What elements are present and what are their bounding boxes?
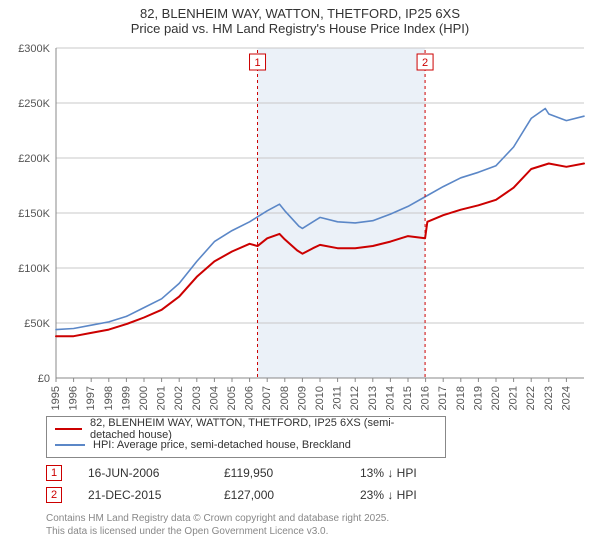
svg-text:2017: 2017 bbox=[437, 386, 449, 410]
svg-text:2024: 2024 bbox=[560, 386, 572, 410]
title-line-2: Price paid vs. HM Land Registry's House … bbox=[8, 21, 592, 36]
svg-text:2007: 2007 bbox=[261, 386, 273, 410]
footer-line-1: Contains HM Land Registry data © Crown c… bbox=[46, 512, 592, 525]
svg-text:2011: 2011 bbox=[332, 386, 344, 410]
svg-text:2016: 2016 bbox=[420, 386, 432, 410]
marker-price: £119,950 bbox=[224, 466, 334, 480]
marker-row: 2 21-DEC-2015 £127,000 23% ↓ HPI bbox=[46, 484, 592, 506]
svg-text:2004: 2004 bbox=[208, 386, 220, 410]
svg-text:1998: 1998 bbox=[103, 386, 115, 410]
footer-attribution: Contains HM Land Registry data © Crown c… bbox=[46, 512, 592, 538]
svg-text:2008: 2008 bbox=[279, 386, 291, 410]
svg-text:£300K: £300K bbox=[18, 43, 50, 55]
legend-item: 82, BLENHEIM WAY, WATTON, THETFORD, IP25… bbox=[55, 421, 437, 437]
marker-table: 1 16-JUN-2006 £119,950 13% ↓ HPI 2 21-DEC-201… bbox=[46, 462, 592, 506]
svg-text:2020: 2020 bbox=[490, 386, 502, 410]
svg-text:2014: 2014 bbox=[384, 386, 396, 410]
svg-text:1: 1 bbox=[254, 57, 260, 69]
chart-area: £0 £50K £100K £150K £200K £250K £300K 1995 1996 1… bbox=[8, 40, 592, 410]
svg-text:1997: 1997 bbox=[85, 386, 97, 410]
svg-text:1995: 1995 bbox=[50, 386, 62, 410]
legend: 82, BLENHEIM WAY, WATTON, THETFORD, IP25… bbox=[46, 416, 446, 458]
svg-text:2002: 2002 bbox=[173, 386, 185, 410]
svg-text:2022: 2022 bbox=[525, 386, 537, 410]
footer-line-2: This data is licensed under the Open Gov… bbox=[46, 525, 592, 538]
svg-text:2003: 2003 bbox=[191, 386, 203, 410]
svg-text:2010: 2010 bbox=[314, 386, 326, 410]
marker-diff: 13% ↓ HPI bbox=[360, 466, 470, 480]
svg-text:£100K: £100K bbox=[18, 263, 50, 275]
svg-text:1996: 1996 bbox=[68, 386, 80, 410]
chart-titles: 82, BLENHEIM WAY, WATTON, THETFORD, IP25… bbox=[8, 6, 592, 36]
svg-text:£250K: £250K bbox=[18, 98, 50, 110]
svg-text:£50K: £50K bbox=[24, 318, 50, 330]
svg-text:2001: 2001 bbox=[156, 386, 168, 410]
svg-text:2021: 2021 bbox=[508, 386, 520, 410]
chart-container: { "title_line1": "82, BLENHEIM WAY, WATT… bbox=[0, 0, 600, 560]
svg-text:2: 2 bbox=[422, 57, 428, 69]
svg-text:2006: 2006 bbox=[244, 386, 256, 410]
svg-text:2015: 2015 bbox=[402, 386, 414, 410]
svg-text:£150K: £150K bbox=[18, 208, 50, 220]
marker-row: 1 16-JUN-2006 £119,950 13% ↓ HPI bbox=[46, 462, 592, 484]
svg-text:2005: 2005 bbox=[226, 386, 238, 410]
marker-date: 16-JUN-2006 bbox=[88, 466, 198, 480]
svg-text:2018: 2018 bbox=[455, 386, 467, 410]
legend-swatch bbox=[55, 444, 85, 446]
svg-text:2000: 2000 bbox=[138, 386, 150, 410]
legend-label: HPI: Average price, semi-detached house,… bbox=[93, 439, 351, 451]
svg-text:2023: 2023 bbox=[543, 386, 555, 410]
marker-badge: 1 bbox=[46, 465, 62, 481]
marker-date: 21-DEC-2015 bbox=[88, 488, 198, 502]
legend-swatch bbox=[55, 428, 82, 430]
svg-text:2012: 2012 bbox=[349, 386, 361, 410]
line-chart-svg: £0 £50K £100K £150K £200K £250K £300K 1995 1996 1… bbox=[8, 40, 592, 410]
marker-badge: 2 bbox=[46, 487, 62, 503]
svg-text:1999: 1999 bbox=[120, 386, 132, 410]
marker-diff: 23% ↓ HPI bbox=[360, 488, 470, 502]
legend-label: 82, BLENHEIM WAY, WATTON, THETFORD, IP25… bbox=[90, 417, 437, 441]
svg-text:2009: 2009 bbox=[296, 386, 308, 410]
svg-text:£0: £0 bbox=[38, 373, 50, 385]
svg-text:2019: 2019 bbox=[472, 386, 484, 410]
title-line-1: 82, BLENHEIM WAY, WATTON, THETFORD, IP25… bbox=[8, 6, 592, 21]
marker-price: £127,000 bbox=[224, 488, 334, 502]
svg-text:2013: 2013 bbox=[367, 386, 379, 410]
svg-text:£200K: £200K bbox=[18, 153, 50, 165]
